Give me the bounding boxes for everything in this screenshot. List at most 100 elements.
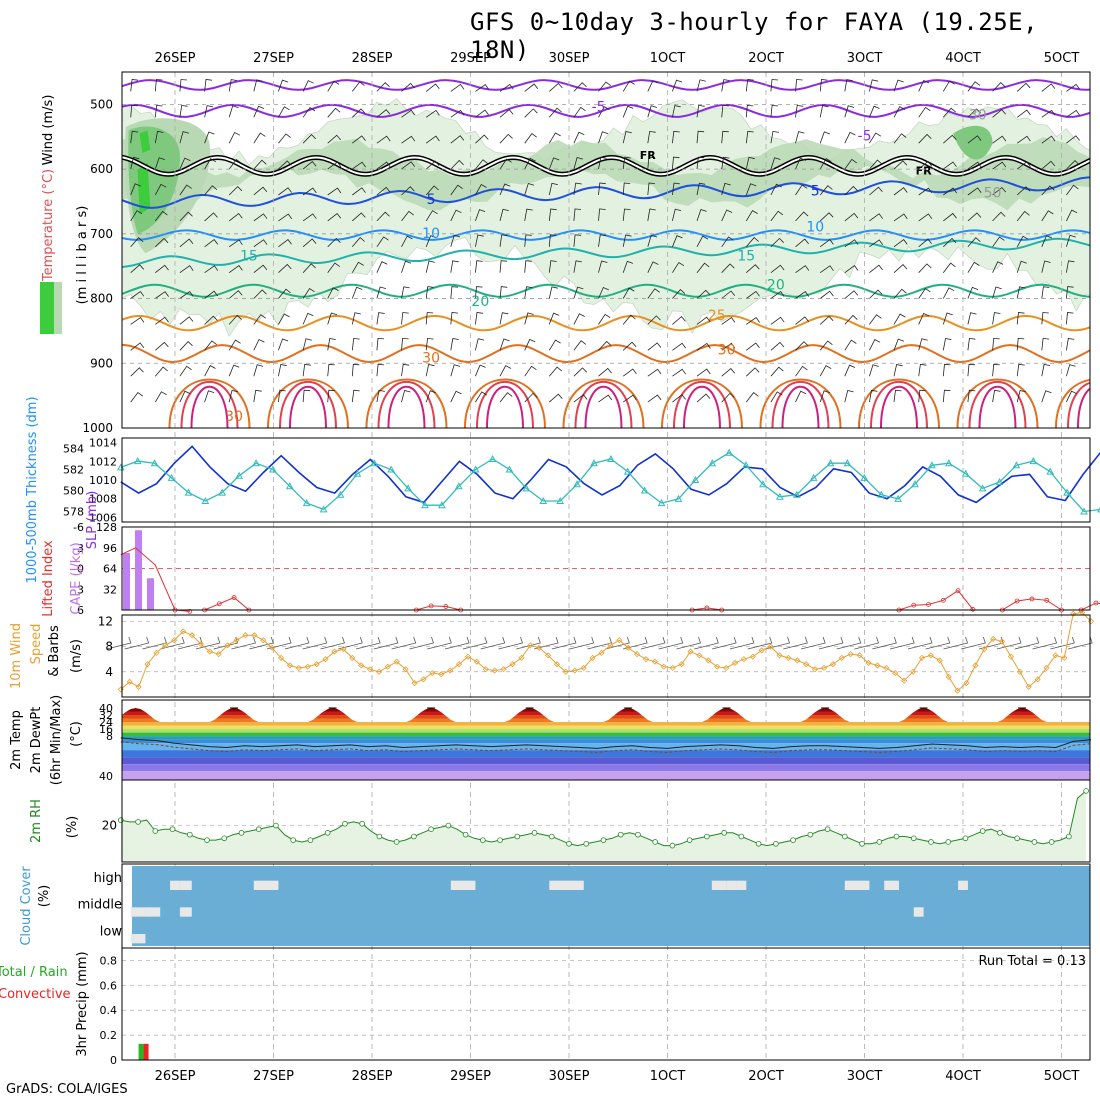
- wind-barb: [770, 237, 784, 248]
- wind-barb: [499, 312, 509, 325]
- temp2m-panel: [120, 707, 1092, 780]
- cloud-block: [130, 907, 146, 917]
- panel-borders: [121, 71, 1091, 1061]
- temp-tick: 40: [99, 702, 113, 715]
- wind-barb: [154, 391, 167, 403]
- rh2m-units-label: (%): [65, 816, 80, 839]
- wind10m-barb: [1050, 636, 1075, 650]
- wind10m-barb: [266, 636, 292, 650]
- wind10m-marker: [901, 677, 908, 684]
- wind-barb: [598, 156, 607, 170]
- wind-barb: [647, 130, 656, 144]
- contour-label: 30: [422, 351, 440, 367]
- li-tick: 6: [77, 604, 84, 617]
- wind-barb: [696, 393, 711, 403]
- wind10m-marker: [883, 664, 890, 672]
- wind-barb: [376, 261, 388, 273]
- rh2m-marker: [497, 837, 503, 843]
- wind-barb: [1091, 313, 1098, 325]
- wind10m-marker: [892, 669, 899, 677]
- wind-barb: [573, 82, 587, 92]
- wind-barb: [869, 314, 882, 325]
- wind-barb: [598, 313, 611, 325]
- wind-barb: [1016, 109, 1031, 118]
- wind-barb: [524, 234, 532, 247]
- wind-barb: [278, 79, 289, 92]
- wind-barb: [524, 182, 535, 196]
- wind-barb: [672, 79, 683, 92]
- wind-barb: [918, 213, 933, 222]
- wind-barb: [992, 312, 1001, 325]
- wind-barb: [992, 109, 1006, 118]
- wind-barb: [154, 104, 163, 118]
- wind10m-barb: [106, 636, 132, 650]
- thickness-marker: [978, 484, 987, 492]
- li-axis-label: Lifted Index: [41, 540, 56, 617]
- rh2m-marker: [359, 820, 365, 827]
- wind10m-barb: [1068, 636, 1093, 650]
- rh2m-marker: [186, 831, 193, 838]
- wind-barb: [795, 265, 810, 274]
- wind-barb: [721, 263, 735, 273]
- wind-barb: [622, 208, 631, 221]
- wind-barb: [795, 79, 803, 92]
- thickness-marker: [370, 459, 379, 467]
- thickness-marker: [843, 459, 852, 467]
- thickness-tick: 584: [63, 443, 84, 456]
- li-line-segment: [416, 605, 461, 611]
- rh2m-marker: [1048, 839, 1055, 845]
- slp-tick: 1010: [89, 474, 117, 487]
- chart-title: GFS 0~10day 3-hourly for FAYA (19.25E, 1…: [470, 8, 1039, 64]
- surface-heat-contour: [168, 378, 251, 428]
- top-date-label: 28SEP: [352, 51, 393, 66]
- wind10m-marker: [749, 653, 756, 660]
- wind-barb: [844, 390, 854, 403]
- rh-shade-mid: [122, 137, 1090, 211]
- wind-barb: [352, 135, 366, 144]
- temp-color-band: [122, 743, 1090, 751]
- wind10m-marker: [909, 668, 917, 675]
- wind10m-marker: [669, 664, 676, 672]
- wind-barb: [844, 339, 857, 351]
- wind-barb: [721, 209, 733, 222]
- slp-tick: 1008: [89, 493, 117, 506]
- wind-barb: [573, 182, 582, 196]
- wind10m-marker: [794, 657, 801, 664]
- wind10m-marker: [180, 628, 187, 635]
- wind-barb: [622, 156, 631, 170]
- wind-barb: [844, 290, 859, 299]
- wind-barb: [819, 315, 834, 325]
- wind10m-marker: [998, 638, 1006, 645]
- wind-barb: [302, 213, 317, 222]
- wind-barb: [721, 290, 736, 299]
- thickness-marker: [133, 457, 142, 465]
- wind-axis-label: Wind (m/s): [41, 95, 56, 166]
- wind-barb: [179, 184, 192, 196]
- wind-barb: [228, 314, 242, 325]
- wind10m-marker: [571, 667, 578, 674]
- wind-barb: [499, 158, 512, 170]
- thickness-marker: [1012, 461, 1021, 469]
- surface-heat-contour: [672, 380, 731, 428]
- thickness-marker: [471, 465, 480, 473]
- thickness-marker: [1080, 507, 1088, 515]
- wind-barb: [770, 291, 785, 299]
- cloud-block: [844, 880, 870, 890]
- wind10m-tick: 8: [105, 640, 113, 654]
- thickness-marker: [218, 488, 227, 496]
- li-marker: [926, 602, 931, 607]
- wind-barb: [598, 182, 606, 196]
- wind-barb: [672, 182, 680, 196]
- wind-barb: [475, 134, 489, 144]
- precip-tick: 0: [110, 1054, 117, 1067]
- wind-barb: [869, 105, 880, 118]
- wind10m-marker: [171, 637, 178, 644]
- pressure-tick: 700: [90, 227, 113, 241]
- wind-barb: [401, 337, 409, 351]
- surface-heat-contour: [485, 385, 524, 428]
- wind-barb: [154, 157, 165, 170]
- wind-barb: [302, 338, 312, 351]
- wind-barb: [795, 291, 810, 299]
- wind-barb: [253, 213, 268, 222]
- rh2m-marker: [721, 830, 727, 836]
